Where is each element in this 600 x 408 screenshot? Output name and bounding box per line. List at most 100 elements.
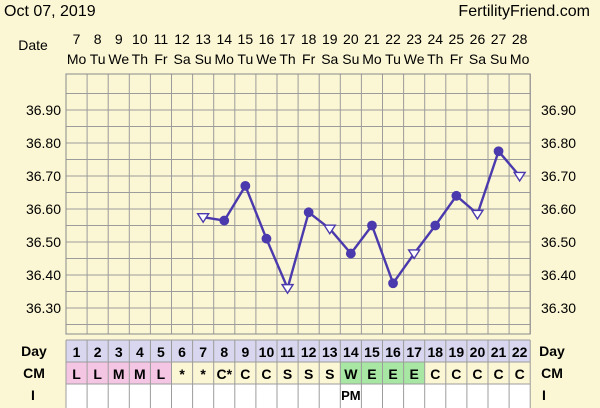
cm-cell-bg [340,362,362,384]
date-tick-label: 19 [322,31,338,47]
cycle-day-label: 15 [364,344,380,360]
weekday-tick-label: Sa [321,51,338,67]
date-tick-label: 24 [427,31,443,47]
y-tick-label-left: 36.30 [26,300,61,316]
weekday-tick-label: Fr [154,51,168,67]
y-tick-label-left: 36.70 [26,168,61,184]
i-row-note: PM [341,388,361,403]
cycle-day-label: 4 [136,344,144,360]
weekday-tick-label: Mo [362,51,382,67]
cycle-day-label: 1 [73,344,81,360]
cycle-day-label: 11 [280,344,295,360]
y-tick-label-right: 36.90 [541,102,576,118]
temp-point-open [512,171,527,183]
y-tick-label-left: 36.80 [26,135,61,151]
weekday-tick-label: Th [427,51,443,67]
cycle-day-label: 2 [94,344,102,360]
cycle-day-label: 18 [427,344,443,360]
temp-point [430,220,441,231]
temperature-line [203,150,521,290]
temp-point-open [407,249,421,260]
weekday-tick-label: Sa [469,51,486,67]
cycle-day-label: 5 [157,344,165,360]
cm-value: C [493,366,503,382]
date-tick-label: 28 [512,31,528,47]
cycle-day-label: 21 [491,344,507,360]
date-tick-label: 20 [343,31,359,47]
date-tick-label: 9 [115,31,123,47]
y-tick-label-left: 36.40 [26,267,61,283]
date-tick-label: 7 [73,31,81,47]
date-tick-label: 26 [470,31,486,47]
cycle-day-label: 12 [301,344,317,360]
weekday-tick-label: Tu [237,51,253,67]
cm-value: W [344,366,358,382]
weekday-tick-label: Su [490,51,507,67]
cm-value: S [325,366,334,382]
temp-point [240,181,251,191]
cm-value: L [72,366,81,382]
y-tick-label-left: 36.60 [26,201,61,217]
brand-name: FertilityFriend.com [458,3,590,20]
cm-row-label: CM [23,365,45,381]
cycle-day-label: 3 [115,344,123,360]
date-tick-label: 18 [301,31,317,47]
cm-value: C [451,366,461,382]
cm-value: * [179,366,185,382]
day-row-label-right: Day [539,343,565,359]
y-tick-label-left: 36.90 [26,102,61,118]
cm-value: C [261,366,271,382]
cm-value: C [240,366,250,382]
date-tick-label: 15 [238,31,254,47]
cm-cell-bg [87,362,109,384]
temp-point-open [280,283,295,295]
plot-frame [65,73,531,335]
temp-point-open [196,212,210,224]
y-tick-label-right: 36.40 [541,267,576,283]
chart-date: Oct 07, 2019 [4,3,96,20]
cm-value: L [157,366,166,382]
date-tick-label: 16 [259,31,275,47]
date-tick-label: 25 [449,31,465,47]
y-tick-label-left: 36.50 [26,234,61,250]
i-row-label-right: I [542,387,546,403]
weekday-tick-label: Sa [173,51,190,67]
cycle-day-label: 6 [178,344,186,360]
cm-value: S [283,366,292,382]
date-tick-label: 21 [364,31,380,47]
date-tick-label: 12 [174,31,190,47]
cycle-day-label: 17 [406,344,422,360]
weekday-tick-label: Th [279,51,295,67]
cycle-day-label: 14 [343,344,359,360]
date-tick-label: 10 [132,31,148,47]
temp-point [367,220,377,231]
temp-point [303,207,314,218]
cycle-day-label: 22 [512,344,528,360]
cycle-day-label: 13 [322,344,338,360]
cm-value: C [472,366,482,382]
cm-value: L [93,366,102,382]
cycle-day-label: 7 [199,344,207,360]
y-tick-label-right: 36.80 [541,135,576,151]
weekday-tick-label: Tu [385,51,401,67]
date-row-label: Date [18,37,48,53]
cm-cell-bg [382,362,404,384]
cm-value: C [430,366,440,382]
y-tick-label-right: 36.70 [541,168,576,184]
cm-value: M [113,366,125,382]
temp-point [493,146,504,157]
cm-value: M [134,366,146,382]
date-tick-label: 11 [154,31,169,47]
cm-value: * [200,366,206,382]
cm-value: C [515,366,525,382]
temp-point [261,233,272,244]
i-row-label: I [31,387,35,403]
date-tick-label: 13 [195,31,211,47]
weekday-tick-label: Mo [215,51,235,67]
date-tick-label: 23 [406,31,422,47]
temp-point [219,215,230,226]
weekday-tick-label: Th [132,51,148,67]
weekday-tick-label: Su [195,51,212,67]
temp-point [388,278,398,289]
cycle-day-label: 19 [449,344,465,360]
